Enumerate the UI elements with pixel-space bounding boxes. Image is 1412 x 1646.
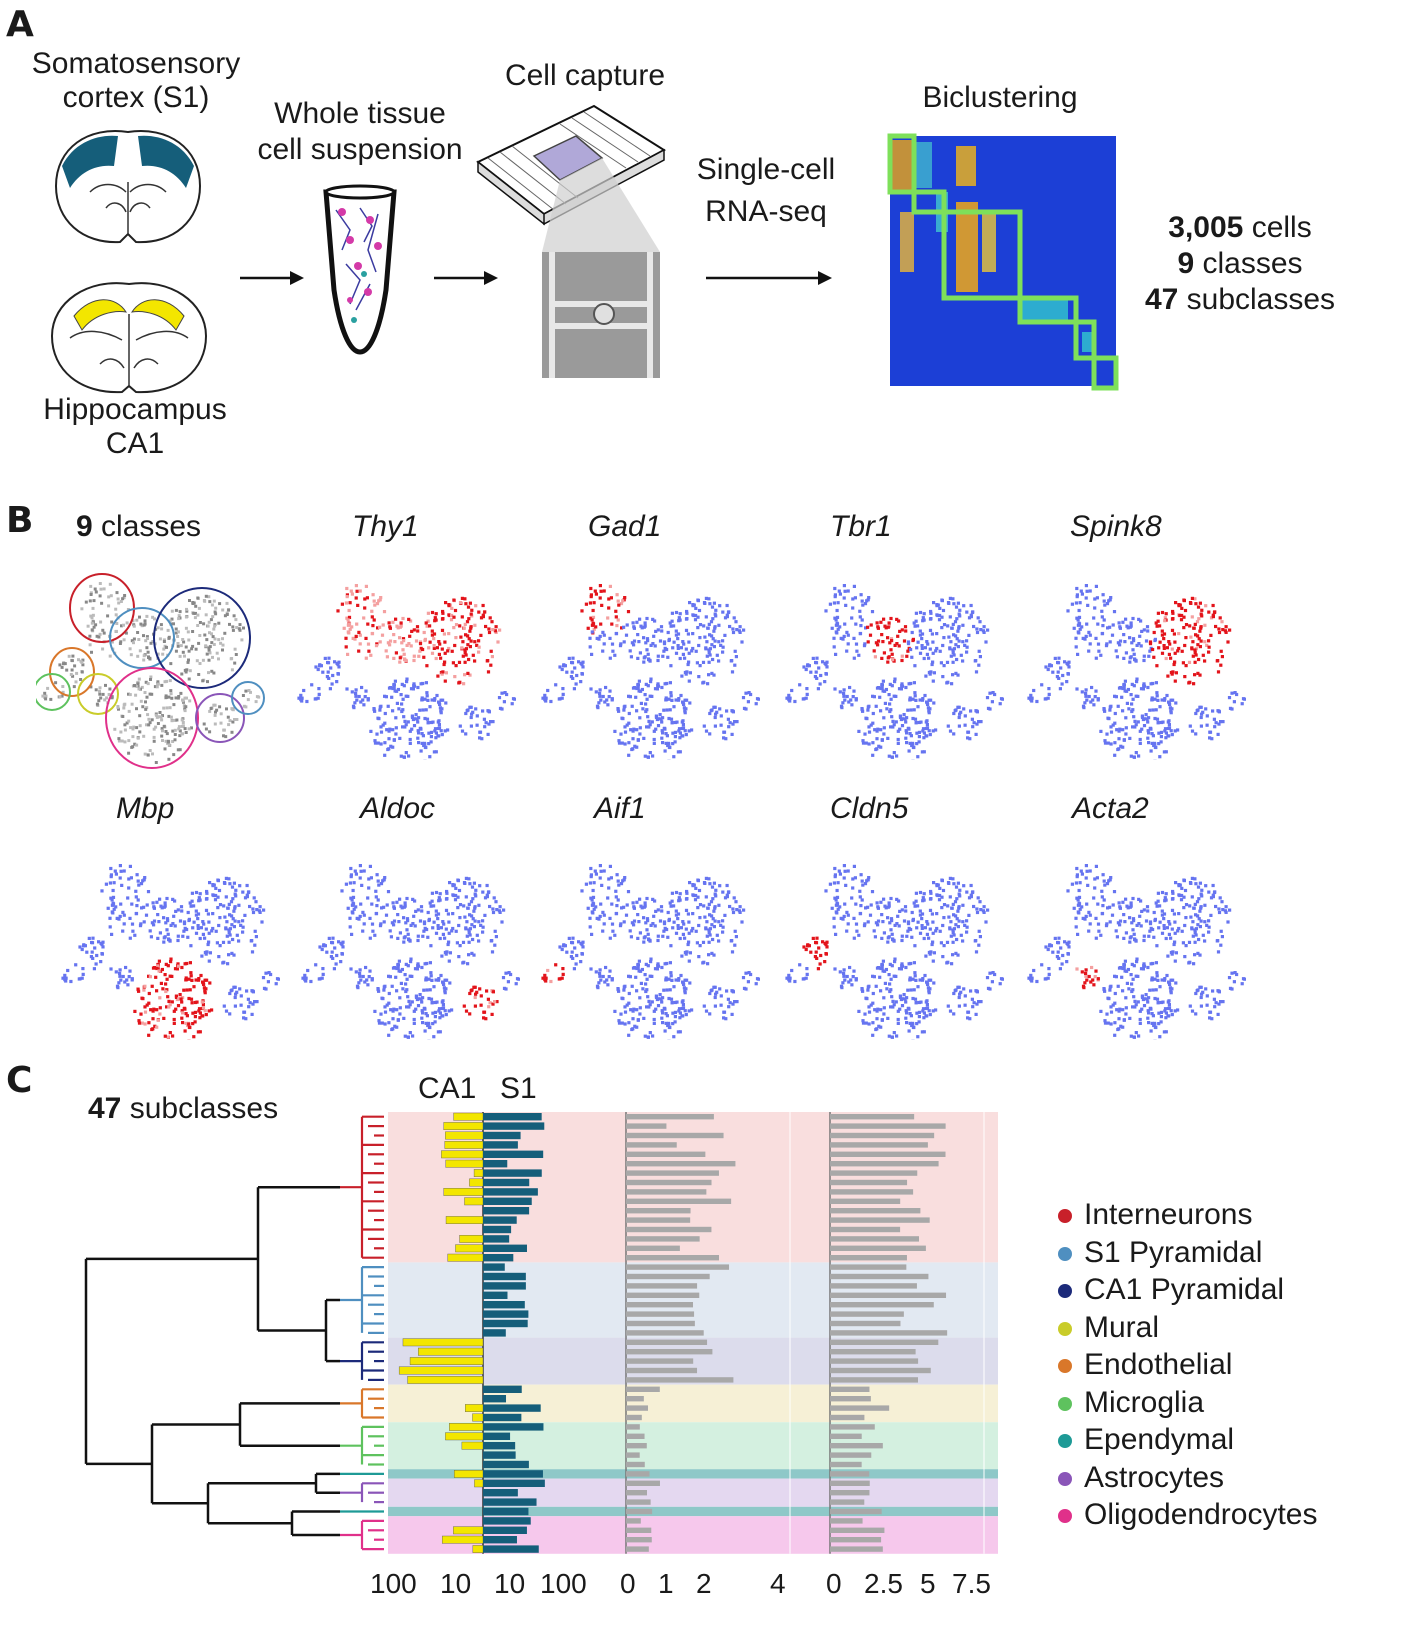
tsne-thy1-plot: [297, 584, 516, 760]
arrow-3: [706, 271, 832, 285]
legend-item-endothelial: Endothelial: [1058, 1346, 1232, 1384]
tick-right-7-5: 7.5: [952, 1568, 991, 1599]
chip-icon: [476, 104, 666, 378]
panel-letter-a: A: [6, 4, 34, 45]
gene-acta2-title: Acta2: [1072, 792, 1149, 825]
legend-dot-icon: [1058, 1321, 1072, 1336]
tube-icon: [323, 184, 397, 355]
brain-ca1-diagram: [50, 282, 208, 394]
ca1-label-line2: CA1: [105, 427, 165, 460]
tick-mid-1: 1: [658, 1568, 674, 1599]
tick-mid-2: 2: [696, 1568, 712, 1599]
gene-thy1-title: Thy1: [352, 510, 419, 543]
gene-tbr1-title: Tbr1: [830, 510, 892, 543]
subclass-dendrogram-and-bars: [84, 1112, 998, 1554]
tsne-tbr1-plot: [785, 584, 1004, 760]
gene-gad1-title: Gad1: [588, 510, 662, 543]
legend-item-oligodendrocytes: Oligodendrocytes: [1058, 1496, 1317, 1534]
legend-label: S1 Pyramidal: [1084, 1235, 1263, 1269]
s1-label-line1: Somatosensory: [31, 47, 241, 80]
panel-letter-b: B: [6, 500, 34, 541]
tick-right-2-5: 2.5: [864, 1568, 903, 1599]
gene-mbp-title: Mbp: [116, 792, 175, 825]
legend-item-s1-pyramidal: S1 Pyramidal: [1058, 1234, 1262, 1272]
suspension-label-line1: Whole tissue: [274, 97, 446, 130]
legend-item-interneurons: Interneurons: [1058, 1196, 1252, 1234]
tick-count-10-left: 10: [440, 1568, 472, 1599]
tick-mid-0: 0: [620, 1568, 636, 1599]
arrow-1: [240, 271, 304, 285]
legend-dot-icon: [1058, 1359, 1072, 1374]
suspension-label-line2: cell suspension: [257, 133, 463, 166]
tick-right-5: 5: [920, 1568, 936, 1599]
legend-item-mural: Mural: [1058, 1309, 1159, 1347]
seq-label-line1: Single-cell: [696, 153, 836, 186]
gene-cldn5-title: Cldn5: [830, 792, 909, 825]
legend-label: Astrocytes: [1084, 1460, 1225, 1494]
s1-label-line2: cortex (S1): [62, 81, 210, 114]
stat-cells: 3,005 cells: [1168, 211, 1312, 244]
tsne-aldoc-plot: [301, 864, 520, 1040]
seq-label-line2: RNA-seq: [705, 195, 827, 228]
stat-subclasses: 47 subclasses: [1144, 283, 1336, 316]
tick-count-100-right: 100: [540, 1568, 587, 1599]
tsne-classes-plot: [36, 573, 265, 769]
ca1-label-line1: Hippocampus: [43, 393, 227, 426]
tsne-gad1-plot: [541, 584, 760, 760]
legend-label: Endothelial: [1084, 1348, 1233, 1381]
tick-mid-4: 4: [770, 1568, 786, 1599]
subclasses-title: 47 subclasses: [88, 1092, 279, 1125]
col-header-s1: S1: [500, 1072, 537, 1105]
col-header-ca1: CA1: [418, 1072, 477, 1105]
tsne-spink8-plot: [1027, 584, 1246, 760]
tsne-cldn5-plot: [785, 864, 1004, 1040]
brain-s1-diagram: [54, 130, 202, 244]
stat-classes: 9 classes: [1177, 247, 1303, 280]
legend-dot-icon: [1058, 1396, 1072, 1411]
capture-label: Cell capture: [504, 59, 666, 92]
legend-dot-icon: [1058, 1434, 1072, 1449]
legend-label: CA1 Pyramidal: [1084, 1273, 1285, 1306]
legend-dot-icon: [1058, 1209, 1072, 1224]
legend-label: Ependymal: [1084, 1423, 1235, 1456]
panel-letter-c: C: [6, 1060, 33, 1101]
legend-item-microglia: Microglia: [1058, 1384, 1204, 1422]
legend-dot-icon: [1058, 1471, 1072, 1486]
tsne-acta2-plot: [1027, 864, 1246, 1040]
legend-dot-icon: [1058, 1246, 1072, 1261]
tick-count-10-right: 10: [494, 1568, 526, 1599]
legend-dot-icon: [1058, 1509, 1072, 1524]
legend-item-ca1-pyramidal: CA1 Pyramidal: [1058, 1271, 1284, 1309]
legend-label: Oligodendrocytes: [1084, 1498, 1318, 1531]
legend-label: Mural: [1084, 1310, 1160, 1344]
tick-count-100-left: 100: [370, 1568, 417, 1599]
gene-aif1-title: Aif1: [594, 792, 646, 825]
legend-label: Interneurons: [1084, 1198, 1253, 1231]
gene-aldoc-title: Aldoc: [360, 792, 436, 825]
bicluster-label: Biclustering: [922, 81, 1078, 114]
tsne-mbp-plot: [61, 864, 280, 1040]
bicluster-heatmap: [887, 133, 1119, 391]
legend-item-astrocytes: Astrocytes: [1058, 1459, 1224, 1497]
tsne-aif1-plot: [541, 864, 760, 1040]
legend-dot-icon: [1058, 1284, 1072, 1299]
classes-title: 9 classes: [76, 510, 202, 543]
arrow-2: [434, 271, 498, 285]
tick-right-0: 0: [826, 1568, 842, 1599]
legend-label: Microglia: [1084, 1385, 1205, 1419]
gene-spink8-title: Spink8: [1070, 510, 1162, 543]
legend-item-ependymal: Ependymal: [1058, 1421, 1234, 1459]
